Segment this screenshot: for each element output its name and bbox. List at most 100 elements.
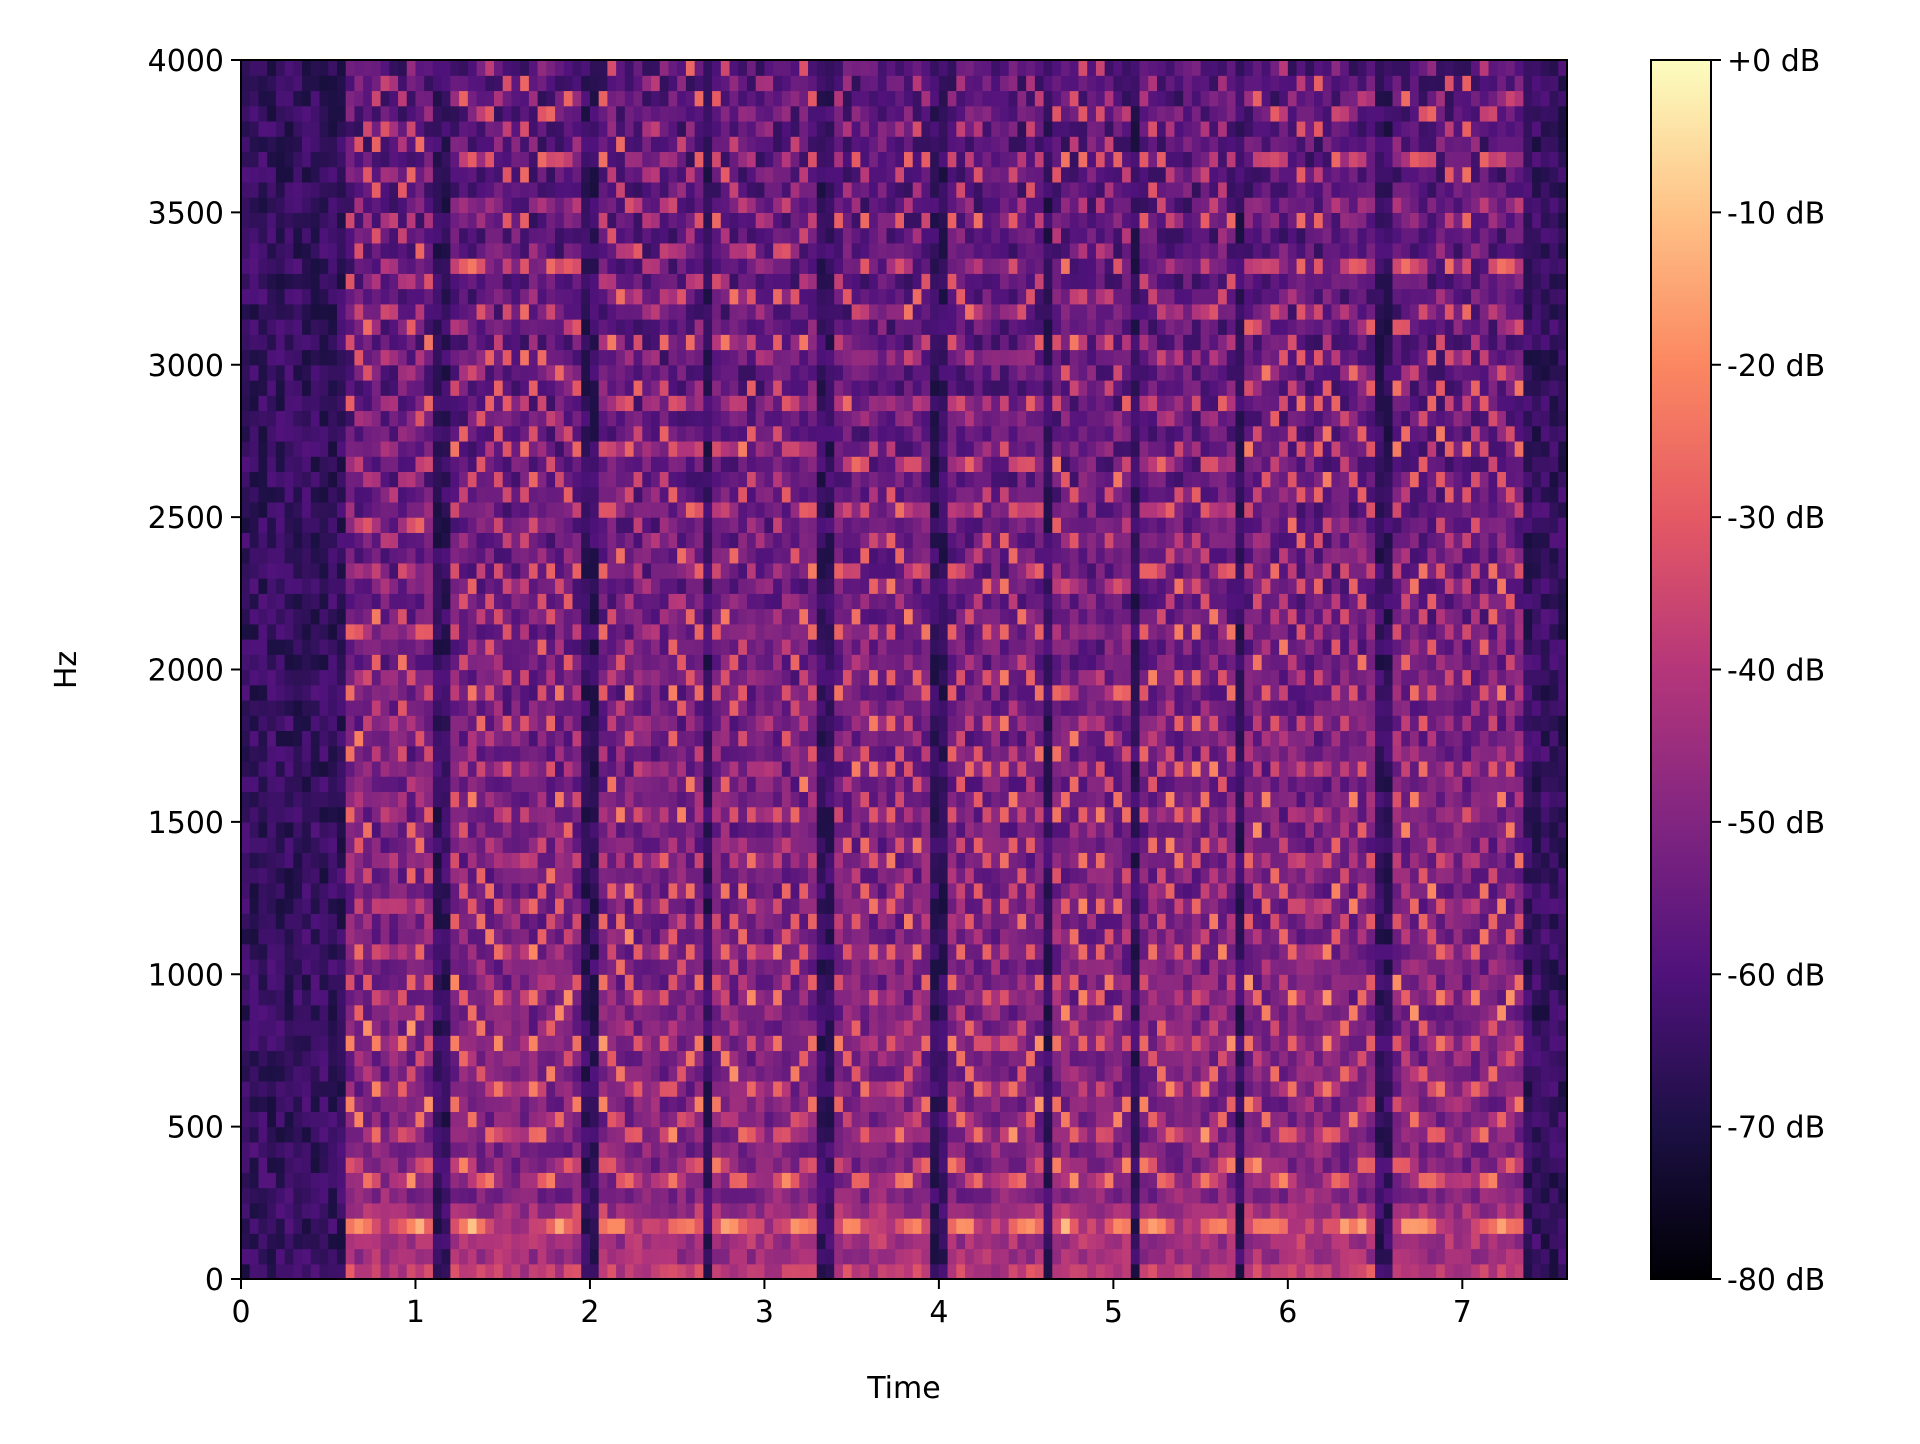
spectrogram-cell: [424, 1065, 434, 1082]
spectrogram-cell: [694, 852, 704, 869]
spectrogram-cell: [537, 1248, 547, 1265]
spectrogram-cell: [406, 578, 417, 594]
spectrogram-cell: [764, 105, 774, 122]
spectrogram-cell: [293, 1218, 303, 1234]
spectrogram-cell: [712, 669, 722, 686]
spectrogram-cell: [258, 456, 268, 473]
spectrogram-cell: [694, 562, 704, 579]
spectrogram-cell: [651, 562, 661, 579]
spectrogram-cell: [459, 181, 469, 198]
spectrogram-cell: [371, 928, 382, 945]
spectrogram-cell: [520, 136, 530, 153]
spectrogram-cell: [633, 745, 643, 762]
spectrogram-cell: [598, 1172, 608, 1189]
spectrogram-cell: [398, 273, 408, 290]
spectrogram-cell: [738, 1096, 748, 1112]
spectrogram-cell: [668, 242, 678, 259]
spectrogram-cell: [607, 1263, 617, 1279]
spectrogram-cell: [249, 928, 260, 945]
spectrogram-cell: [729, 303, 739, 320]
spectrogram-cell: [546, 791, 556, 808]
spectrogram-cell: [738, 1065, 748, 1082]
spectrogram-cell: [441, 654, 451, 671]
spectrogram-cell: [310, 471, 321, 488]
spectrogram-cell: [258, 60, 268, 76]
spectrogram-cell: [459, 379, 469, 396]
spectrogram-cell: [275, 364, 286, 381]
spectrogram-cell: [555, 593, 565, 610]
spectrogram-cell: [336, 471, 347, 488]
spectrogram-cell: [773, 120, 783, 137]
spectrogram-cell: [476, 75, 486, 92]
spectrogram-cell: [668, 379, 678, 396]
spectrogram-cell: [773, 684, 783, 701]
spectrogram-cell: [345, 1187, 355, 1204]
spectrogram-cell: [703, 227, 713, 244]
spectrogram-cell: [389, 120, 399, 137]
spectrogram-cell: [415, 151, 425, 168]
spectrogram-cell: [563, 517, 574, 533]
spectrogram-cell: [659, 1202, 670, 1219]
spectrogram-cell: [371, 943, 382, 960]
spectrogram-cell: [319, 791, 329, 808]
spectrogram-cell: [642, 242, 652, 259]
spectrogram-cell: [441, 913, 451, 930]
spectrogram-cell: [336, 227, 347, 244]
spectrogram-cell: [546, 1019, 556, 1036]
spectrogram-cell: [729, 760, 739, 777]
spectrogram-cell: [589, 730, 600, 747]
spectrogram-cell: [589, 166, 600, 183]
spectrogram-cell: [371, 501, 382, 518]
spectrogram-cell: [354, 120, 364, 137]
spectrogram-cell: [651, 334, 661, 351]
spectrogram-cell: [406, 989, 417, 1006]
spectrogram-cell: [485, 821, 495, 838]
spectrogram-cell: [651, 1202, 661, 1219]
spectrogram-cell: [354, 882, 364, 899]
spectrogram-cell: [781, 1157, 792, 1173]
spectrogram-cell: [537, 699, 547, 716]
spectrogram-cell: [476, 258, 486, 274]
spectrogram-cell: [773, 486, 783, 503]
spectrogram-cell: [668, 1019, 678, 1036]
spectrogram-cell: [764, 120, 774, 137]
spectrogram-cell: [345, 974, 355, 991]
spectrogram-cell: [528, 517, 539, 533]
spectrogram-cell: [755, 334, 766, 351]
spectrogram-cell: [703, 578, 713, 594]
spectrogram-cell: [633, 913, 643, 930]
spectrogram-cell: [363, 760, 373, 777]
spectrogram-cell: [764, 943, 774, 960]
spectrogram-cell: [424, 669, 434, 686]
spectrogram-cell: [336, 593, 347, 610]
spectrogram-cell: [398, 1080, 408, 1097]
spectrogram-cell: [581, 639, 591, 655]
spectrogram-cell: [406, 75, 417, 92]
spectrogram-cell: [371, 562, 382, 579]
spectrogram-cell: [642, 75, 652, 92]
spectrogram-cell: [406, 517, 417, 533]
spectrogram-cell: [651, 303, 661, 320]
spectrogram-cell: [389, 669, 399, 686]
spectrogram-cell: [703, 517, 713, 533]
spectrogram-cell: [633, 791, 643, 808]
spectrogram-cell: [467, 1263, 478, 1279]
spectrogram-cell: [755, 684, 766, 701]
spectrogram-cell: [659, 639, 670, 655]
spectrogram-cell: [555, 410, 565, 427]
spectrogram-cell: [293, 959, 303, 975]
spectrogram-cell: [755, 349, 766, 366]
spectrogram-cell: [275, 669, 286, 686]
spectrogram-cell: [345, 623, 355, 640]
spectrogram-cell: [389, 730, 399, 747]
spectrogram-cell: [267, 212, 277, 229]
spectrogram-cell: [607, 898, 617, 914]
spectrogram-cell: [694, 913, 704, 930]
spectrogram-cell: [371, 166, 382, 183]
spectrogram-cell: [415, 242, 425, 259]
spectrogram-cell: [389, 639, 399, 655]
spectrogram-cell: [302, 1233, 312, 1250]
spectrogram-cell: [502, 75, 513, 92]
spectrogram-cell: [310, 608, 321, 625]
spectrogram-cell: [616, 898, 626, 914]
